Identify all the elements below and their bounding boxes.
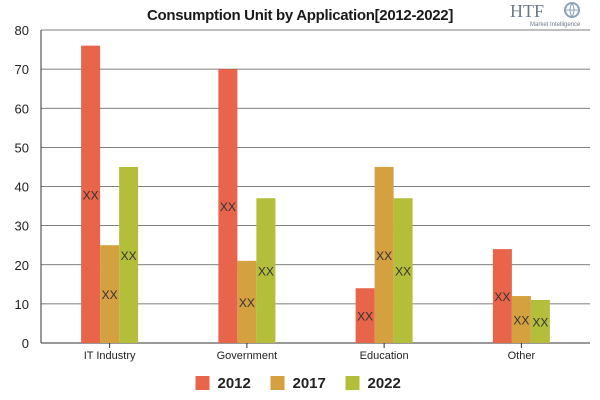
logo-tagline: Market Intelligence [530,22,581,28]
data-label: XX [494,290,510,304]
legend-swatch [345,376,360,390]
bar-2012-government [218,69,238,343]
bar-2012-it-industry [81,45,101,344]
bar-2012-education [355,288,375,343]
bar-2022-it-industry [119,166,139,343]
y-tick-label: 70 [15,62,29,77]
bar-2022-education [393,198,413,343]
legend-label: 2017 [293,375,326,392]
data-label: XX [121,249,137,263]
data-label: XX [357,310,373,324]
data-label: XX [220,200,236,214]
legend-swatch [195,376,210,390]
bar-2022-government [256,198,276,343]
data-label: XX [239,296,255,310]
legend-label: 2012 [218,375,251,392]
y-tick-label: 20 [15,258,29,273]
bar-2012-other [492,249,512,343]
y-tick-label: 0 [22,336,29,351]
data-label: XX [258,265,274,279]
y-tick-label: 60 [15,101,29,116]
data-label: XX [513,314,529,328]
y-tick-label: 50 [15,140,29,155]
data-label: XX [83,188,99,202]
data-label: XX [395,265,411,279]
htf-logo: HTF Market Intelligence [508,0,596,28]
legend: 2012 2017 2022 [195,375,401,392]
bar-2017-other [511,296,531,343]
y-tick-label: 30 [15,219,29,234]
x-tick-label: IT Industry [84,350,136,362]
x-tick-label: Government [217,350,278,362]
legend-swatch [270,376,285,390]
x-tick-label: Other [508,350,536,362]
legend-label: 2022 [368,375,401,392]
y-tick-label: 80 [15,23,29,38]
chart-title: Consumption Unit by Application[2012-202… [147,7,453,24]
bar-2022-other [530,299,550,343]
bars [81,45,550,344]
data-label: XX [376,249,392,263]
bar-2017-it-industry [100,245,120,343]
x-tick-label: Education [360,350,409,362]
logo-brand: HTF [510,1,544,21]
bar-2017-government [237,260,257,343]
y-tick-label: 10 [15,297,29,312]
y-tick-label: 40 [15,180,29,195]
bar-2017-education [374,166,394,343]
data-label: XX [532,315,548,329]
data-label: XX [102,288,118,302]
